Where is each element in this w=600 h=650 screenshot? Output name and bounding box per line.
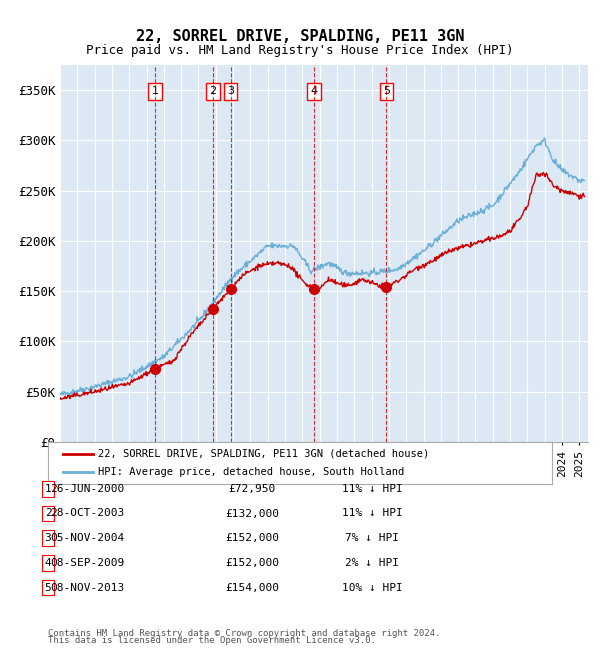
- Text: 1: 1: [152, 86, 158, 96]
- Text: 4: 4: [311, 86, 318, 96]
- Text: £72,950: £72,950: [229, 484, 275, 494]
- Text: 22, SORREL DRIVE, SPALDING, PE11 3GN (detached house): 22, SORREL DRIVE, SPALDING, PE11 3GN (de…: [98, 449, 430, 459]
- Text: Price paid vs. HM Land Registry's House Price Index (HPI): Price paid vs. HM Land Registry's House …: [86, 44, 514, 57]
- Text: 28-OCT-2003: 28-OCT-2003: [50, 508, 124, 519]
- Text: 2: 2: [44, 508, 52, 519]
- Text: 05-NOV-2004: 05-NOV-2004: [50, 533, 124, 543]
- Text: 10% ↓ HPI: 10% ↓ HPI: [341, 582, 403, 593]
- Text: This data is licensed under the Open Government Licence v3.0.: This data is licensed under the Open Gov…: [48, 636, 376, 645]
- Text: 4: 4: [44, 558, 52, 568]
- Text: 11% ↓ HPI: 11% ↓ HPI: [341, 508, 403, 519]
- Text: 1: 1: [44, 484, 52, 494]
- Text: 5: 5: [44, 582, 52, 593]
- Text: 26-JUN-2000: 26-JUN-2000: [50, 484, 124, 494]
- Text: £154,000: £154,000: [225, 582, 279, 593]
- Text: 22, SORREL DRIVE, SPALDING, PE11 3GN: 22, SORREL DRIVE, SPALDING, PE11 3GN: [136, 29, 464, 44]
- Text: £152,000: £152,000: [225, 533, 279, 543]
- Text: 08-NOV-2013: 08-NOV-2013: [50, 582, 124, 593]
- Text: 2: 2: [209, 86, 217, 96]
- Text: £132,000: £132,000: [225, 508, 279, 519]
- Text: 08-SEP-2009: 08-SEP-2009: [50, 558, 124, 568]
- Text: Contains HM Land Registry data © Crown copyright and database right 2024.: Contains HM Land Registry data © Crown c…: [48, 629, 440, 638]
- Text: 2% ↓ HPI: 2% ↓ HPI: [345, 558, 399, 568]
- Text: 7% ↓ HPI: 7% ↓ HPI: [345, 533, 399, 543]
- Text: £152,000: £152,000: [225, 558, 279, 568]
- Text: HPI: Average price, detached house, South Holland: HPI: Average price, detached house, Sout…: [98, 467, 404, 477]
- Text: 5: 5: [383, 86, 390, 96]
- Text: 3: 3: [44, 533, 52, 543]
- Text: 3: 3: [227, 86, 234, 96]
- Text: 11% ↓ HPI: 11% ↓ HPI: [341, 484, 403, 494]
